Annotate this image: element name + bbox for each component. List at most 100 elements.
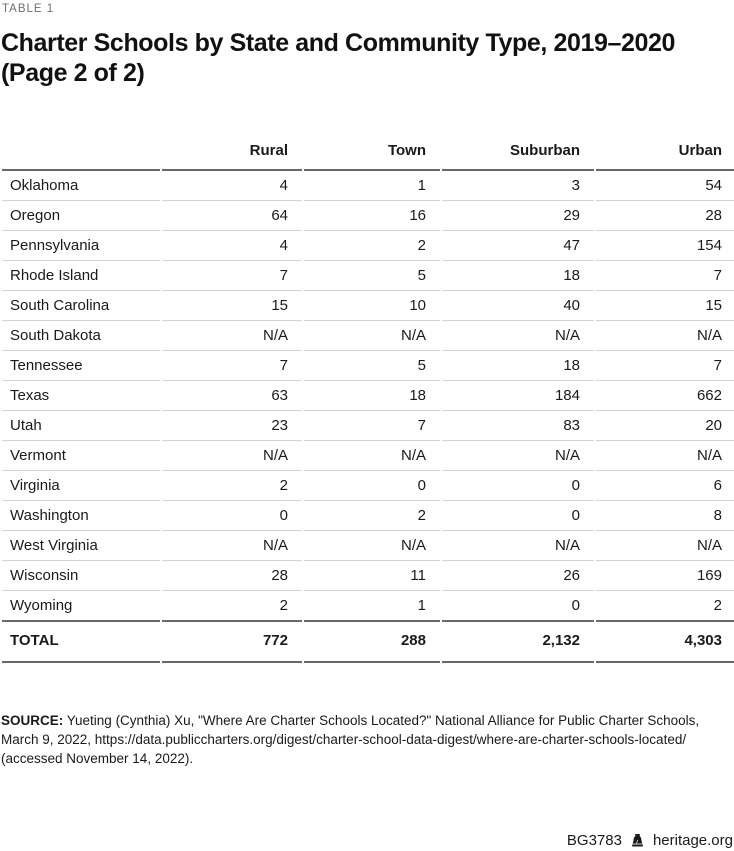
value-cell: 54	[596, 171, 734, 201]
state-cell: South Carolina	[2, 291, 160, 321]
value-cell: 7	[596, 261, 734, 291]
value-cell: N/A	[162, 321, 302, 351]
value-cell: 5	[304, 261, 440, 291]
value-cell: 4	[162, 171, 302, 201]
value-cell: N/A	[596, 531, 734, 561]
value-cell: 29	[442, 201, 594, 231]
table-row: Virginia 2 0 0 6	[2, 471, 734, 501]
site-name: heritage.org	[652, 832, 733, 849]
state-cell: Vermont	[2, 441, 160, 471]
value-cell: N/A	[596, 441, 734, 471]
table-row: Rhode Island 7 5 18 7	[2, 261, 734, 291]
value-cell: 28	[596, 201, 734, 231]
value-cell: 6	[596, 471, 734, 501]
table-row: West Virginia N/A N/A N/A N/A	[2, 531, 734, 561]
value-cell: 2	[162, 471, 302, 501]
column-header-urban: Urban	[596, 130, 734, 171]
value-cell: 26	[442, 561, 594, 591]
value-cell: 18	[442, 351, 594, 381]
table-row: Pennsylvania 4 2 47 154	[2, 231, 734, 261]
value-cell: 1	[304, 591, 440, 622]
table-row: Texas 63 18 184 662	[2, 381, 734, 411]
value-cell: N/A	[442, 531, 594, 561]
page-title-line1: Charter Schools by State and Community T…	[1, 29, 676, 57]
value-cell: 10	[304, 291, 440, 321]
value-cell: N/A	[442, 441, 594, 471]
table-row: Oklahoma 4 1 3 54	[2, 171, 734, 201]
value-cell: 169	[596, 561, 734, 591]
value-cell: N/A	[304, 531, 440, 561]
value-cell: 63	[162, 381, 302, 411]
value-cell: 0	[442, 501, 594, 531]
value-cell: 7	[596, 351, 734, 381]
value-cell: 16	[304, 201, 440, 231]
source-label: SOURCE:	[1, 713, 64, 728]
value-cell: 2	[596, 591, 734, 622]
value-cell: 2	[162, 591, 302, 622]
page-title: Charter Schools by State and Community T…	[1, 28, 734, 88]
table-header-row: Rural Town Suburban Urban	[2, 130, 734, 171]
value-cell: 83	[442, 411, 594, 441]
table-row: Wyoming 2 1 0 2	[2, 591, 734, 622]
value-cell: 1	[304, 171, 440, 201]
value-cell: 0	[442, 471, 594, 501]
value-cell: 154	[596, 231, 734, 261]
table-row: South Carolina 15 10 40 15	[2, 291, 734, 321]
table-body: Oklahoma 4 1 3 54 Oregon 64 16 29 28 Pennsylvania 4…	[2, 171, 734, 622]
state-cell: Washington	[2, 501, 160, 531]
total-urban: 4,303	[596, 622, 734, 663]
total-row: TOTAL 772 288 2,132 4,303	[2, 622, 734, 663]
state-cell: Texas	[2, 381, 160, 411]
table-row: Utah 23 7 83 20	[2, 411, 734, 441]
state-cell: West Virginia	[2, 531, 160, 561]
value-cell: 7	[162, 261, 302, 291]
value-cell: 7	[304, 411, 440, 441]
state-cell: Utah	[2, 411, 160, 441]
table-row: Tennessee 7 5 18 7	[2, 351, 734, 381]
liberty-bell-icon	[629, 833, 646, 849]
source-text: Yueting (Cynthia) Xu, "Where Are Charter…	[1, 713, 700, 766]
value-cell: 15	[162, 291, 302, 321]
charter-schools-table: Rural Town Suburban Urban Oklahoma 4 1 3 54 O…	[0, 130, 734, 663]
state-cell: South Dakota	[2, 321, 160, 351]
value-cell: 40	[442, 291, 594, 321]
column-header-rural: Rural	[162, 130, 302, 171]
doc-id: BG3783	[566, 832, 622, 849]
column-header-town: Town	[304, 130, 440, 171]
total-suburban: 2,132	[442, 622, 594, 663]
value-cell: 64	[162, 201, 302, 231]
table-row: Vermont N/A N/A N/A N/A	[2, 441, 734, 471]
footer: BG3783 heritage.org	[567, 832, 733, 849]
value-cell: N/A	[442, 321, 594, 351]
value-cell: 2	[304, 231, 440, 261]
value-cell: 18	[304, 381, 440, 411]
value-cell: 11	[304, 561, 440, 591]
value-cell: 4	[162, 231, 302, 261]
table-row: Oregon 64 16 29 28	[2, 201, 734, 231]
value-cell: 7	[162, 351, 302, 381]
value-cell: N/A	[304, 441, 440, 471]
column-header-state	[2, 130, 160, 171]
table-row: Wisconsin 28 11 26 169	[2, 561, 734, 591]
value-cell: 0	[442, 591, 594, 622]
state-cell: Pennsylvania	[2, 231, 160, 261]
table-row: Washington 0 2 0 8	[2, 501, 734, 531]
state-cell: Wisconsin	[2, 561, 160, 591]
value-cell: 0	[162, 501, 302, 531]
total-rural: 772	[162, 622, 302, 663]
table-row: South Dakota N/A N/A N/A N/A	[2, 321, 734, 351]
value-cell: 15	[596, 291, 734, 321]
state-cell: Tennessee	[2, 351, 160, 381]
state-cell: Oklahoma	[2, 171, 160, 201]
source-note: SOURCE: Yueting (Cynthia) Xu, "Where Are…	[1, 711, 734, 768]
state-cell: Wyoming	[2, 591, 160, 622]
value-cell: 20	[596, 411, 734, 441]
value-cell: 662	[596, 381, 734, 411]
page-title-line2: (Page 2 of 2)	[1, 59, 145, 87]
value-cell: N/A	[162, 441, 302, 471]
state-cell: Virginia	[2, 471, 160, 501]
value-cell: 0	[304, 471, 440, 501]
value-cell: 28	[162, 561, 302, 591]
state-cell: Rhode Island	[2, 261, 160, 291]
value-cell: 23	[162, 411, 302, 441]
